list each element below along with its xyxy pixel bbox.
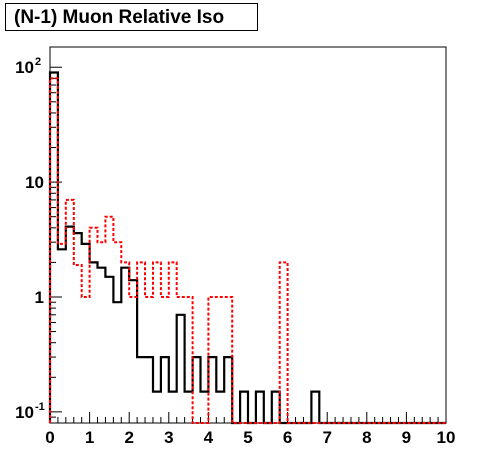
x-tick-label: 2	[124, 428, 133, 447]
x-tick-label: 5	[243, 428, 252, 447]
x-tick-label: 8	[362, 428, 371, 447]
chart-title: (N-1) Muon Relative Iso	[14, 7, 225, 28]
series-black-solid	[48, 71, 446, 425]
y-tick-label: 10	[15, 403, 34, 422]
chart-title-box: (N-1) Muon Relative Iso	[5, 3, 258, 31]
x-tick-label: 10	[437, 428, 456, 447]
plot-frame	[49, 46, 447, 424]
x-tick-label: 3	[164, 428, 173, 447]
x-tick-label: 1	[85, 428, 94, 447]
y-tick-exponent: 2	[35, 56, 41, 68]
x-tick-label: 6	[283, 428, 292, 447]
x-axis: 0 1 2 3 4 5 6 7 8 9 10	[45, 412, 455, 447]
series-layer	[48, 71, 446, 425]
x-tick-label: 4	[204, 428, 214, 447]
y-tick-label: 10	[15, 58, 34, 77]
y-tick-label: 10	[25, 173, 44, 192]
x-tick-label: 9	[402, 428, 411, 447]
x-tick-label: 7	[322, 428, 331, 447]
y-tick-exponent: -1	[35, 401, 45, 413]
y-tick-label: 1	[35, 288, 44, 307]
x-tick-label: 0	[45, 428, 54, 447]
series-red-dashed	[49, 77, 446, 424]
